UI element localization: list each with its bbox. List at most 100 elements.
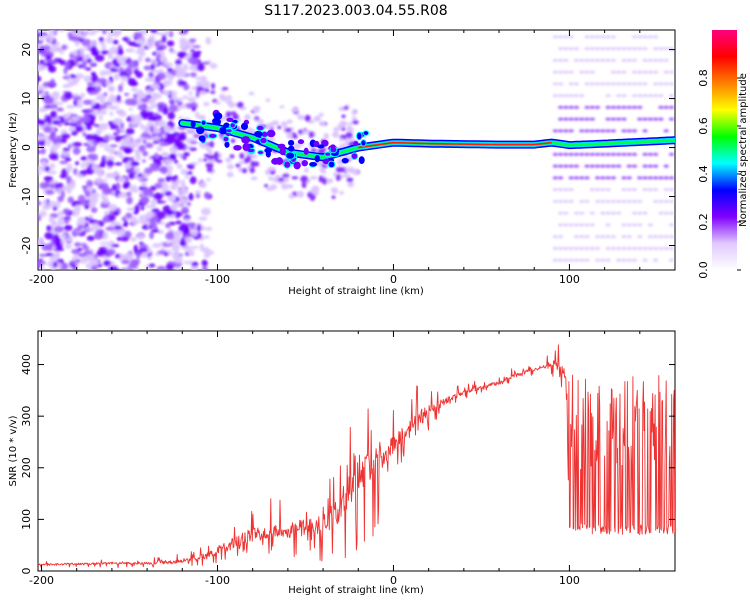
spectrogram-harmonic (642, 35, 648, 39)
spectrogram-blob (198, 114, 207, 121)
spectrogram-ytick-label: 0 (20, 144, 33, 151)
spectrogram-harmonic (668, 70, 675, 74)
spectrogram-blob (131, 87, 139, 92)
spectrogram-harmonic (552, 188, 558, 192)
spectrogram-harmonic (579, 129, 585, 133)
spectrogram-blob (112, 184, 117, 189)
spectrogram-blob (95, 128, 103, 135)
spectrogram-blob (164, 191, 173, 197)
spectrogram-blob (120, 127, 126, 135)
spectrogram-harmonic (663, 247, 669, 250)
spectrogram-blob (346, 177, 354, 183)
spectrogram-harmonic (621, 176, 627, 180)
spectrogram-blob (146, 41, 154, 49)
spectrogram-blob (43, 175, 54, 182)
spectrogram-blob (339, 137, 344, 142)
snr-ticks: -200 -100 0 100 0 100 200 300 400 (20, 331, 676, 587)
spectrogram-blob (132, 93, 139, 99)
ridge-knot (287, 145, 295, 152)
spectrogram-harmonic (631, 164, 638, 168)
spectrogram-blob (77, 217, 86, 222)
spectrogram-harmonic (568, 117, 574, 121)
spectrogram-harmonic (642, 247, 648, 250)
spectrogram-harmonic (579, 235, 585, 239)
spectrogram-blob (168, 99, 175, 103)
spectrogram-blob (190, 266, 199, 270)
spectrogram-harmonic (637, 223, 643, 227)
spectrogram-blob (60, 133, 71, 140)
ridge-knot (240, 122, 249, 131)
spectrogram-harmonic (605, 211, 611, 215)
spectrogram-harmonic (637, 176, 643, 180)
spectrogram-blob (182, 83, 190, 91)
ridge-knot (257, 149, 265, 156)
spectrogram-blob (285, 127, 292, 133)
spectrogram-blob (38, 75, 42, 82)
spectrogram-blob (50, 219, 57, 227)
spectrogram-blob (38, 30, 42, 33)
spectrogram-harmonic (568, 82, 574, 86)
spectrogram-harmonic (653, 35, 659, 39)
spectrogram-harmonic (594, 235, 601, 239)
spectrogram-blob (161, 133, 167, 139)
spectrogram-blob (156, 200, 166, 204)
spectrogram-blob (288, 193, 295, 199)
spectrogram-harmonic (605, 94, 611, 98)
spectrogram-harmonic (563, 58, 569, 62)
spectrogram-harmonic (573, 164, 580, 168)
spectrogram-blob (75, 40, 80, 47)
spectrogram-blob (140, 182, 148, 187)
spectrogram-harmonic (642, 82, 648, 86)
spectrogram-blob (126, 267, 132, 270)
spectrogram-blob (106, 159, 115, 168)
spectrogram-blob (56, 107, 64, 112)
spectrogram-harmonic (600, 235, 606, 239)
spectrogram-harmonic (631, 58, 638, 62)
spectrogram-blob (84, 45, 89, 51)
spectrogram-blob (197, 157, 203, 163)
spectrogram-blob (59, 160, 68, 165)
spectrogram-blob (103, 147, 111, 152)
figure-title: S117.2023.003.04.55.R08 (264, 3, 447, 19)
spectrogram-blob (82, 245, 90, 251)
spectrogram-blob (190, 49, 195, 53)
spectrogram-harmonic (605, 176, 611, 180)
spectrogram-blob (320, 121, 326, 126)
spectrogram-blob (226, 99, 234, 106)
spectrogram-blob (72, 200, 82, 206)
spectrogram-blob (180, 168, 188, 176)
spectrogram-blob (38, 253, 48, 257)
spectrogram-blob (64, 61, 71, 68)
spectrogram-blob (132, 189, 139, 194)
spectrogram-blob (90, 74, 99, 83)
spectrogram-blob (265, 169, 271, 176)
spectrogram-harmonic (663, 164, 669, 168)
spectrogram-harmonic (589, 129, 595, 133)
spectrogram-blob (179, 103, 187, 109)
spectrogram-blob (318, 112, 325, 117)
spectrogram-blob (156, 47, 164, 51)
spectrogram-harmonic (584, 47, 590, 51)
spectrogram-harmonic (558, 153, 564, 156)
spectrogram-blob (123, 92, 130, 96)
spectrogram-harmonic (600, 200, 606, 203)
spectrogram-harmonic (579, 176, 585, 180)
spectrogram-harmonic (589, 35, 595, 39)
spectrogram-blob (309, 175, 318, 180)
spectrogram-harmonic (573, 211, 580, 215)
spectrogram-harmonic (621, 82, 627, 86)
spectrogram-blob (168, 104, 178, 113)
spectrogram-blob (126, 207, 136, 212)
spectrogram-blob (150, 216, 159, 222)
spectrogram-blob (72, 96, 83, 101)
spectrogram-blob (48, 153, 58, 161)
spectrogram-harmonic (573, 58, 580, 62)
spectrogram-harmonic (626, 82, 632, 86)
spectrogram-harmonic (558, 94, 564, 98)
spectrogram-blob (103, 92, 108, 97)
spectrogram-blob (91, 265, 98, 270)
spectrogram-harmonic (589, 47, 595, 51)
spectrogram-blob (150, 83, 161, 90)
spectrogram-harmonic (621, 47, 627, 51)
